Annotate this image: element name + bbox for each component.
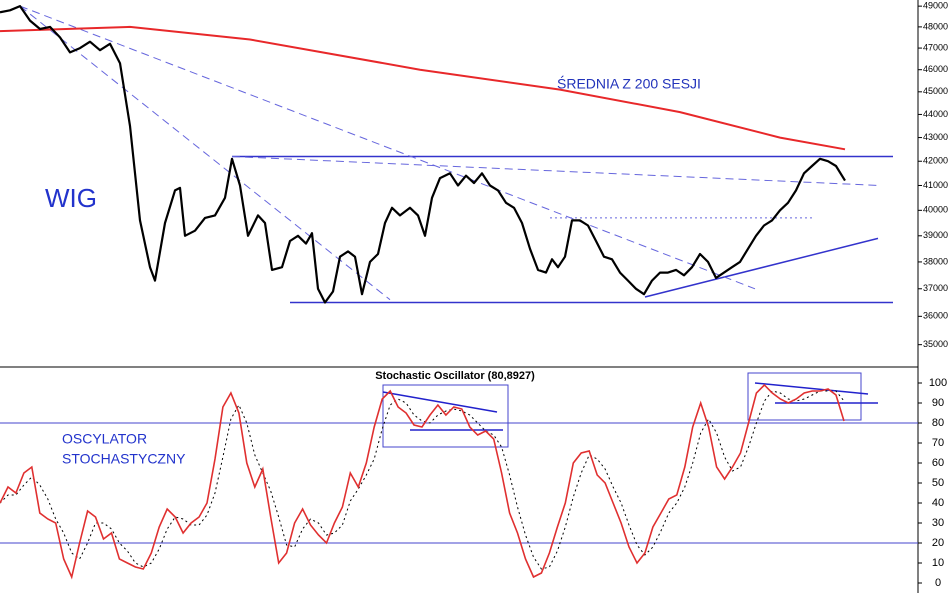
oscillator-line [0,383,845,580]
y-tick-label: 40000 [923,205,948,215]
pattern-box [382,384,509,448]
trendline [19,5,756,290]
y-tick-label: 37000 [923,283,948,293]
y-tick-label: 46000 [923,64,948,74]
trendline [231,156,881,186]
y-tick-label: 0 [935,577,941,589]
annotation: OSCYLATOR [62,431,147,447]
y-tick-label: 36000 [923,311,948,321]
y-tick-label: 80 [932,417,944,429]
y-tick-label: 40 [932,497,944,509]
annotation: STOCHASTYCZNY [62,451,186,467]
y-tick-label: 35000 [923,339,948,349]
y-tick-label: 49000 [923,1,948,11]
y-tick-label: 45000 [923,86,948,96]
trendline [19,5,391,301]
y-tick-label: 41000 [923,180,948,190]
pattern-box [747,372,862,421]
y-tick-label: 90 [932,397,944,409]
ma-label: ŚREDNIA Z 200 SESJI [557,75,701,92]
y-tick-label: 70 [932,437,944,449]
oscillator-title: Stochastic Oscillator (80,8927) [375,370,535,382]
y-tick-label: 50 [932,477,944,489]
y-tick-label: 30 [932,517,944,529]
y-tick-label: 42000 [923,156,948,166]
pattern-line [754,382,869,395]
y-tick-label: 38000 [923,256,948,266]
chart-title: WIG [45,183,97,213]
y-tick-label: 43000 [923,132,948,142]
pattern-line [382,391,498,413]
y-tick-label: 39000 [923,230,948,240]
y-tick-label: 100 [929,377,947,389]
y-tick-label: 48000 [923,21,948,31]
signal-line [0,390,845,570]
price-line [0,5,846,304]
y-tick-label: 47000 [923,42,948,52]
moving-average-line [0,25,846,151]
y-tick-label: 60 [932,457,944,469]
y-tick-label: 10 [932,557,944,569]
y-tick-label: 20 [932,537,944,549]
trendline [644,237,879,298]
y-tick-label: 44000 [923,109,948,119]
